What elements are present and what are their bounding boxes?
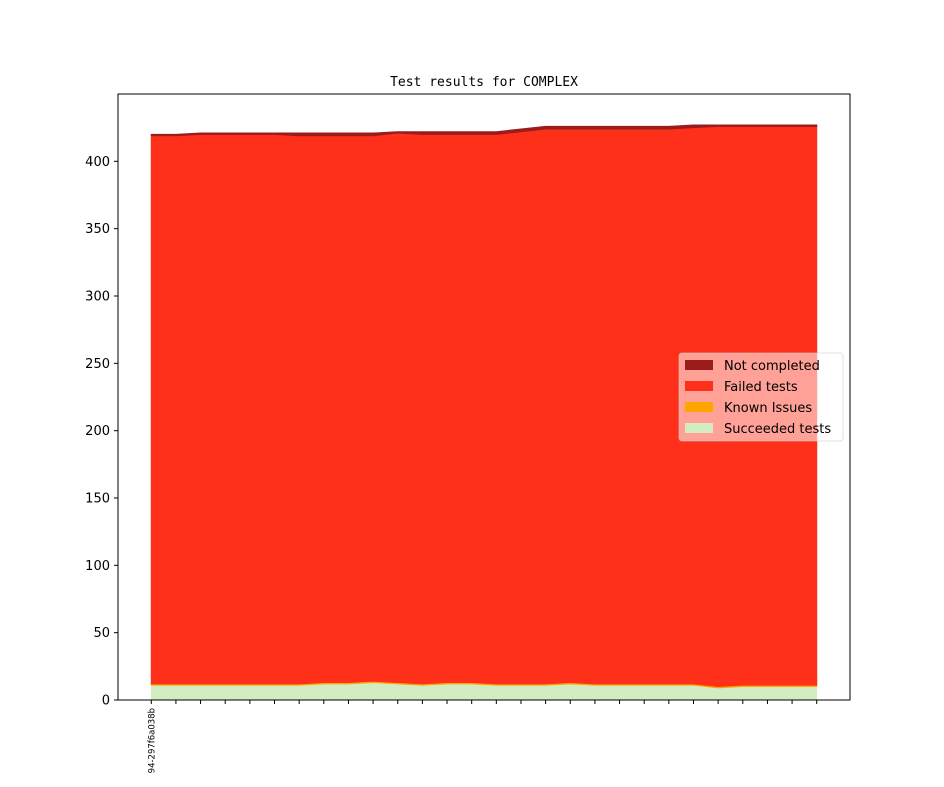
legend-label: Not completed <box>724 359 820 374</box>
y-tick-label: 250 <box>85 357 110 372</box>
y-tick-label: 300 <box>85 290 110 305</box>
y-tick-label: 200 <box>85 424 110 439</box>
y-tick-label: 400 <box>85 155 110 170</box>
legend-swatch <box>685 360 713 370</box>
y-tick-label: 0 <box>102 694 110 709</box>
legend-label: Succeeded tests <box>724 422 831 437</box>
plot-frame <box>117 93 851 701</box>
legend: Not completed Failed tests Known Issues Suc… <box>678 352 844 442</box>
y-tick-label: 100 <box>85 559 110 574</box>
x-tick-label: 94-297f6a038b <box>147 708 157 773</box>
y-tick-label: 150 <box>85 492 110 507</box>
chart-title: Test results for COMPLEX <box>390 75 578 90</box>
legend-swatch <box>685 381 713 391</box>
y-tick-label: 50 <box>93 626 110 641</box>
legend-swatch <box>685 402 713 412</box>
y-tick-label: 350 <box>85 222 110 237</box>
legend-box <box>678 352 844 442</box>
legend-label: Failed tests <box>724 380 798 395</box>
area <box>150 124 818 137</box>
legend-swatch <box>685 423 713 433</box>
legend-label: Known Issues <box>724 401 812 416</box>
